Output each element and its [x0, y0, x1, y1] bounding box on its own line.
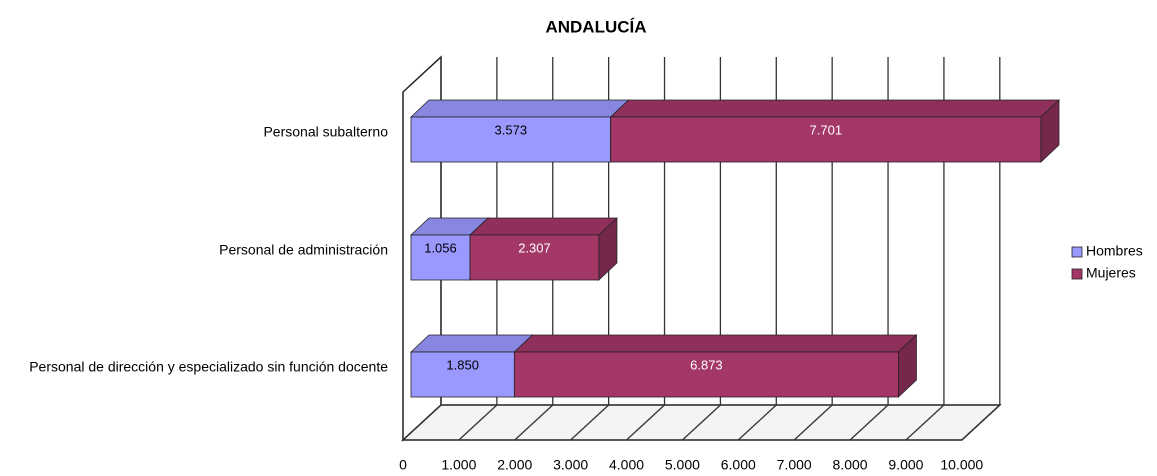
x-tick-label: 4.000: [609, 457, 644, 473]
legend-label: Mujeres: [1086, 265, 1136, 281]
grid-line: [570, 404, 610, 441]
x-tick-label: 6.000: [721, 457, 756, 473]
bar: [410, 116, 612, 163]
legend-swatch: [1071, 246, 1083, 258]
x-tick-label: 3.000: [553, 457, 588, 473]
value-label: 1.850: [446, 357, 479, 372]
grid-line: [626, 404, 665, 441]
grid-line: [737, 404, 777, 441]
grid-line: [905, 404, 945, 441]
bar-top: [513, 334, 918, 353]
bar: [410, 351, 515, 398]
y-tick-label: Personal de dirección y especializado si…: [29, 358, 388, 374]
x-tick-label: 5.000: [665, 457, 700, 473]
x-tick-label: 7.000: [777, 457, 812, 473]
y-tick-label: Personal subalterno: [263, 123, 388, 139]
bar-side: [898, 334, 917, 398]
x-tick-label: 1.000: [441, 457, 476, 473]
bar-top: [409, 99, 630, 118]
bar-top: [609, 99, 1061, 118]
x-tick-label: 10.000: [940, 457, 983, 473]
grid-line: [681, 404, 721, 441]
grid-line: [402, 404, 442, 441]
y-tick-label: Personal de administración: [219, 241, 388, 257]
value-label: 2.307: [518, 240, 551, 255]
bar-side: [1040, 99, 1060, 163]
bar: [513, 351, 899, 398]
grid-line: [849, 404, 889, 441]
grid-line: [458, 404, 498, 441]
grid-line: [514, 404, 554, 441]
chart-title: ANDALUCÍA: [545, 17, 646, 36]
grid-line: [793, 404, 833, 441]
bar-side: [598, 217, 618, 281]
bar-top: [409, 334, 534, 353]
bar: [469, 234, 600, 281]
value-label: 3.573: [495, 122, 528, 137]
x-tick-label: 2.000: [497, 457, 532, 473]
value-label: 7.701: [810, 122, 843, 137]
value-label: 1.056: [424, 240, 457, 255]
value-label: 6.873: [690, 357, 723, 372]
x-tick-label: 9.000: [888, 457, 923, 473]
legend-label: Hombres: [1086, 243, 1143, 259]
grid-line: [961, 404, 1001, 441]
x-tick-label: 0: [399, 457, 407, 473]
legend-swatch: [1071, 268, 1083, 280]
x-tick-label: 8.000: [833, 457, 868, 473]
bar-top: [469, 217, 618, 236]
